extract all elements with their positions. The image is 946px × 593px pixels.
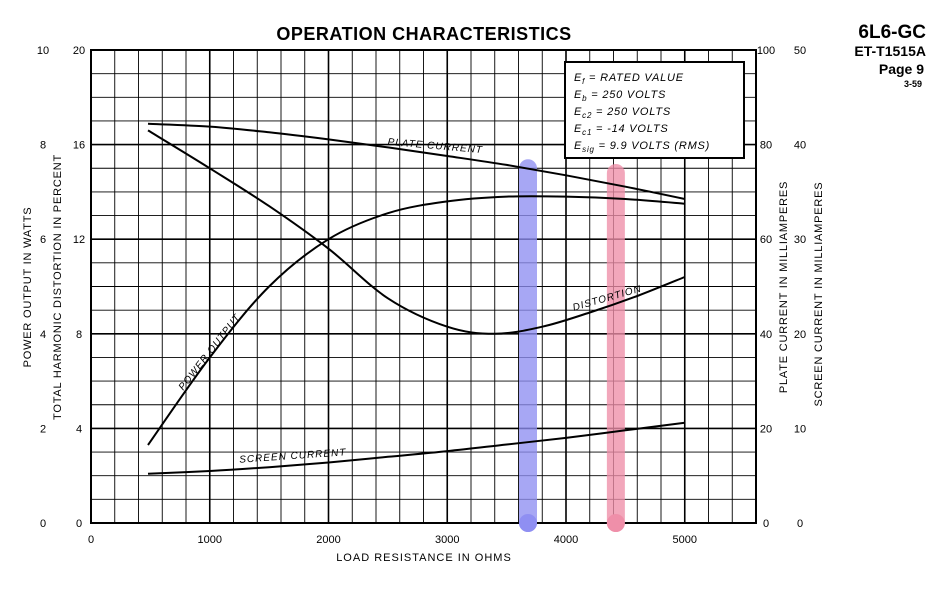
screen-tick-label: 10 [794,423,806,435]
condition-line: Esig = 9.9 VOLTS (RMS) [574,140,710,154]
plate-axis-label: PLATE CURRENT IN MILLIAMPERES [778,181,790,393]
plate-tick-label: 100 [757,45,775,57]
plate-tick-label: 20 [760,423,772,435]
plate-current-line [147,122,686,200]
plate-tick-label: 0 [763,518,769,530]
screen-tick-label: 0 [797,518,803,530]
distortion-tick-label: 8 [76,329,82,341]
distortion-tick-label: 16 [73,140,85,152]
highlight-band-dot [519,514,537,532]
distortion-line [147,129,686,335]
power-tick-label: 10 [37,45,49,57]
condition-line: Eb = 250 VOLTS [574,89,666,103]
x-tick-label: 2000 [316,534,340,546]
chart-series [147,122,686,475]
screen-tick-label: 20 [794,329,806,341]
power-tick-label: 4 [40,329,46,341]
condition-line: Ec2 = 250 VOLTS [574,106,671,120]
x-tick-label: 3000 [435,534,459,546]
power-axis-label: POWER OUTPUT IN WATTS [22,207,34,368]
distortion-tick-label: 12 [73,234,85,246]
screen-tick-label: 50 [794,45,806,57]
condition-line: Ef = RATED VALUE [574,72,684,86]
tube-type: 6L6-GC [858,22,926,43]
distortion-axis-label: TOTAL HARMONIC DISTORTION IN PERCENT [52,154,64,420]
conditions-box [564,61,745,159]
distortion-tick-label: 0 [76,518,82,530]
distortion-tick-label: 4 [76,423,82,435]
condition-line: Ec1 = -14 VOLTS [574,123,669,137]
plate-tick-label: 60 [760,234,772,246]
power-tick-label: 6 [40,234,46,246]
highlight-band-dot [606,514,625,532]
power-tick-label: 0 [40,518,46,530]
highlight-bands [519,159,625,532]
power-tick-label: 2 [40,423,46,435]
screen-axis-label: SCREEN CURRENT IN MILLIAMPERES [813,182,825,407]
screen-tick-label: 30 [794,234,806,246]
distortion-tick-label: 20 [73,45,85,57]
power-output-line [147,195,685,446]
x-tick-label: 4000 [554,534,578,546]
issue-date: 3-59 [903,79,922,89]
x-tick-label: 0 [88,534,94,546]
x-tick-label: 5000 [673,534,697,546]
x-tick-label: 1000 [198,534,222,546]
screen-tick-label: 40 [794,140,806,152]
plate-tick-label: 40 [760,329,772,341]
page-number: Page 9 [878,61,924,77]
power-tick-label: 8 [40,140,46,152]
plate-tick-label: 80 [760,140,772,152]
document-code: ET-T1515A [854,43,926,59]
chart-title: OPERATION CHARACTERISTICS [276,24,571,44]
screen-current-line [147,421,685,475]
x-axis-label: LOAD RESISTANCE IN OHMS [336,552,512,564]
